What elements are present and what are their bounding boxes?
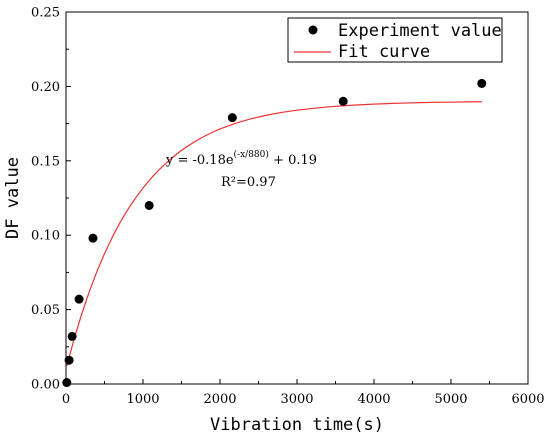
experiment-point: [477, 78, 487, 88]
y-axis: 0.00 0.05 0.10 0.15 0.20 0.25: [31, 6, 71, 393]
experiment-point: [74, 294, 84, 304]
x-tick-label: 6000: [511, 392, 544, 407]
legend: Experiment value Fit curve: [287, 17, 503, 63]
y-tick-label: 0.15: [31, 154, 60, 169]
equation-exponent: (-x/880): [234, 149, 269, 160]
experiment-point: [227, 113, 237, 123]
r-squared-annotation: R²=0.97: [221, 175, 276, 190]
equation-tail: + 0.19: [269, 153, 317, 168]
experiment-point: [67, 331, 77, 341]
x-tick-label: 3000: [280, 392, 313, 407]
x-tick-label: 0: [62, 392, 70, 407]
x-tick-label: 1000: [126, 392, 159, 407]
y-tick-label: 0.10: [31, 229, 60, 244]
experiment-point: [62, 378, 72, 388]
y-tick-label: 0.00: [31, 378, 60, 393]
legend-label-fit: Fit curve: [338, 42, 430, 62]
equation-annotation: y = -0.18e(-x/880) + 0.19: [165, 149, 317, 168]
x-axis: 0 1000 2000 3000 4000 5000 6000: [62, 379, 545, 407]
experiment-point: [88, 233, 98, 243]
x-tick-label: 4000: [357, 392, 390, 407]
legend-marker-experiment: [308, 25, 318, 35]
x-tick-label: 5000: [434, 392, 467, 407]
equation-main: y = -0.18e: [165, 153, 234, 168]
y-tick-label: 0.25: [31, 6, 60, 21]
experiment-point: [338, 96, 348, 106]
experiment-point: [64, 355, 74, 365]
y-axis-title: DF value: [3, 157, 23, 239]
legend-label-experiment: Experiment value: [338, 21, 502, 41]
y-tick-label: 0.05: [31, 303, 60, 318]
x-axis-title: Vibration time(s): [210, 415, 384, 435]
x-tick-label: 2000: [203, 392, 236, 407]
series-layer: [62, 78, 487, 388]
legend-box: [287, 17, 503, 63]
y-tick-label: 0.20: [31, 80, 60, 95]
experiment-point: [144, 200, 154, 210]
fit-curve-line: [66, 101, 482, 367]
